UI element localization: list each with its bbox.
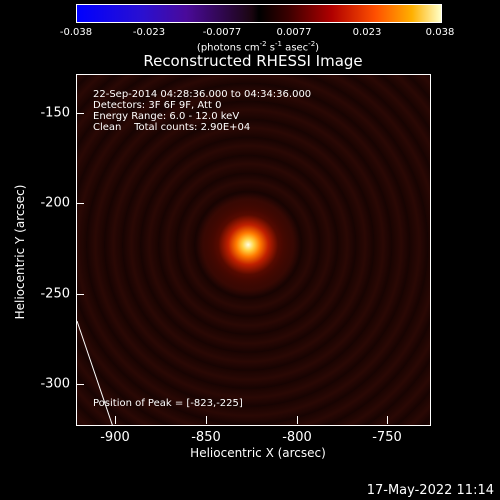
colorbar-tick: 0.0077 <box>276 27 312 38</box>
colorbar-tick: -0.038 <box>59 27 93 38</box>
colorbar-tick: 0.038 <box>425 27 455 38</box>
y-tick-label: -250 <box>40 286 70 302</box>
y-tick-label: -150 <box>40 105 70 121</box>
x-tick-mark <box>115 416 116 424</box>
peak-position-text: Position of Peak = [-823,-225] <box>93 398 243 409</box>
x-tick-label: -750 <box>372 430 402 445</box>
y-tick-mark <box>76 384 84 385</box>
x-tick-label: -900 <box>100 430 130 445</box>
colorbar-tick: -0.0077 <box>202 27 242 38</box>
y-tick-mark <box>76 294 84 295</box>
limb-line <box>77 320 113 425</box>
colorbar-units: (photons cm-2 s-1 asec-2) <box>196 40 320 54</box>
x-tick-mark <box>297 416 298 424</box>
x-tick-mark <box>387 416 388 424</box>
x-axis-label: Heliocentric X (arcsec) <box>190 446 326 460</box>
detectors-text: Detectors: 3F 6F 9F, Att 0 <box>93 100 222 111</box>
y-axis-label: Heliocentric Y (arcsec) <box>13 184 27 320</box>
y-tick-mark <box>76 113 84 114</box>
y-tick-label: -200 <box>40 195 70 211</box>
x-tick-label: -850 <box>191 430 221 445</box>
colorbar <box>76 4 442 23</box>
timestamp: 17-May-2022 11:14 <box>366 483 494 498</box>
x-tick-mark <box>206 416 207 424</box>
clean-counts-text: Clean Total counts: 2.90E+04 <box>93 122 251 133</box>
x-tick-label: -800 <box>282 430 312 445</box>
y-tick-mark <box>76 203 84 204</box>
image-title: Reconstructed RHESSI Image <box>143 52 363 70</box>
y-tick-label: -300 <box>40 376 70 392</box>
rhessi-image: 22-Sep-2014 04:28:36.000 to 04:34:36.000… <box>76 74 431 426</box>
energy-range-text: Energy Range: 6.0 - 12.0 keV <box>93 111 240 122</box>
time-range-text: 22-Sep-2014 04:28:36.000 to 04:34:36.000 <box>93 89 312 100</box>
colorbar-tick: -0.023 <box>132 27 166 38</box>
colorbar-tick: 0.023 <box>352 27 382 38</box>
